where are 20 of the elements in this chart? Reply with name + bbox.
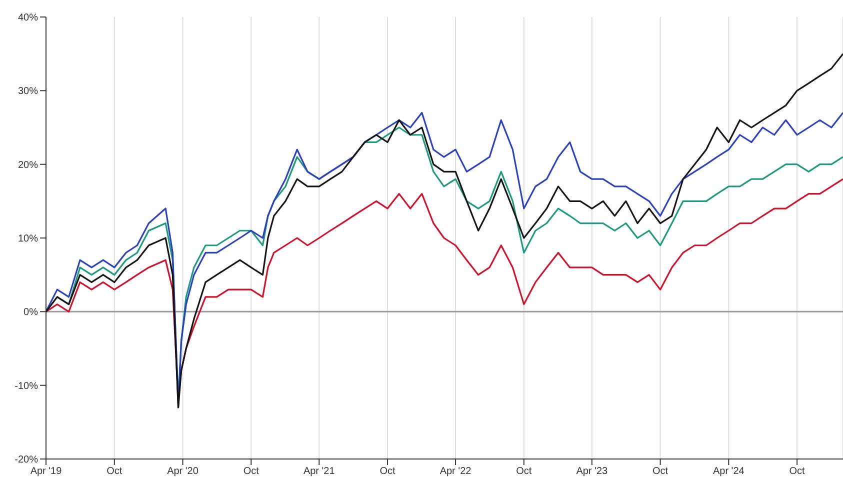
y-tick-label: 0% — [24, 307, 38, 318]
x-tick-label: Oct — [380, 466, 396, 477]
x-tick-label: Oct — [516, 466, 532, 477]
y-tick-label: 40% — [18, 12, 38, 24]
line-series — [46, 53, 843, 408]
x-tick-label: Apr '23 — [576, 466, 608, 477]
x-tick-label: Apr '22 — [440, 466, 472, 477]
y-tick-label: 10% — [18, 234, 38, 245]
x-tick-label: Apr '21 — [303, 466, 336, 477]
y-tick-label: -20% — [14, 454, 38, 466]
x-tick-label: Apr '19 — [30, 466, 62, 477]
x-tick-label: Apr '24 — [712, 466, 745, 477]
y-tick-label: -10% — [14, 380, 38, 392]
y-tick-label: 20% — [18, 160, 38, 171]
x-tick-label: Oct — [652, 466, 668, 477]
x-tick-label: Oct — [243, 466, 260, 477]
x-tick-label: Apr '20 — [167, 466, 199, 477]
y-tick-label: 30% — [18, 86, 38, 98]
x-tick-label: Oct — [106, 466, 122, 477]
x-tick-label: Oct — [789, 466, 806, 477]
